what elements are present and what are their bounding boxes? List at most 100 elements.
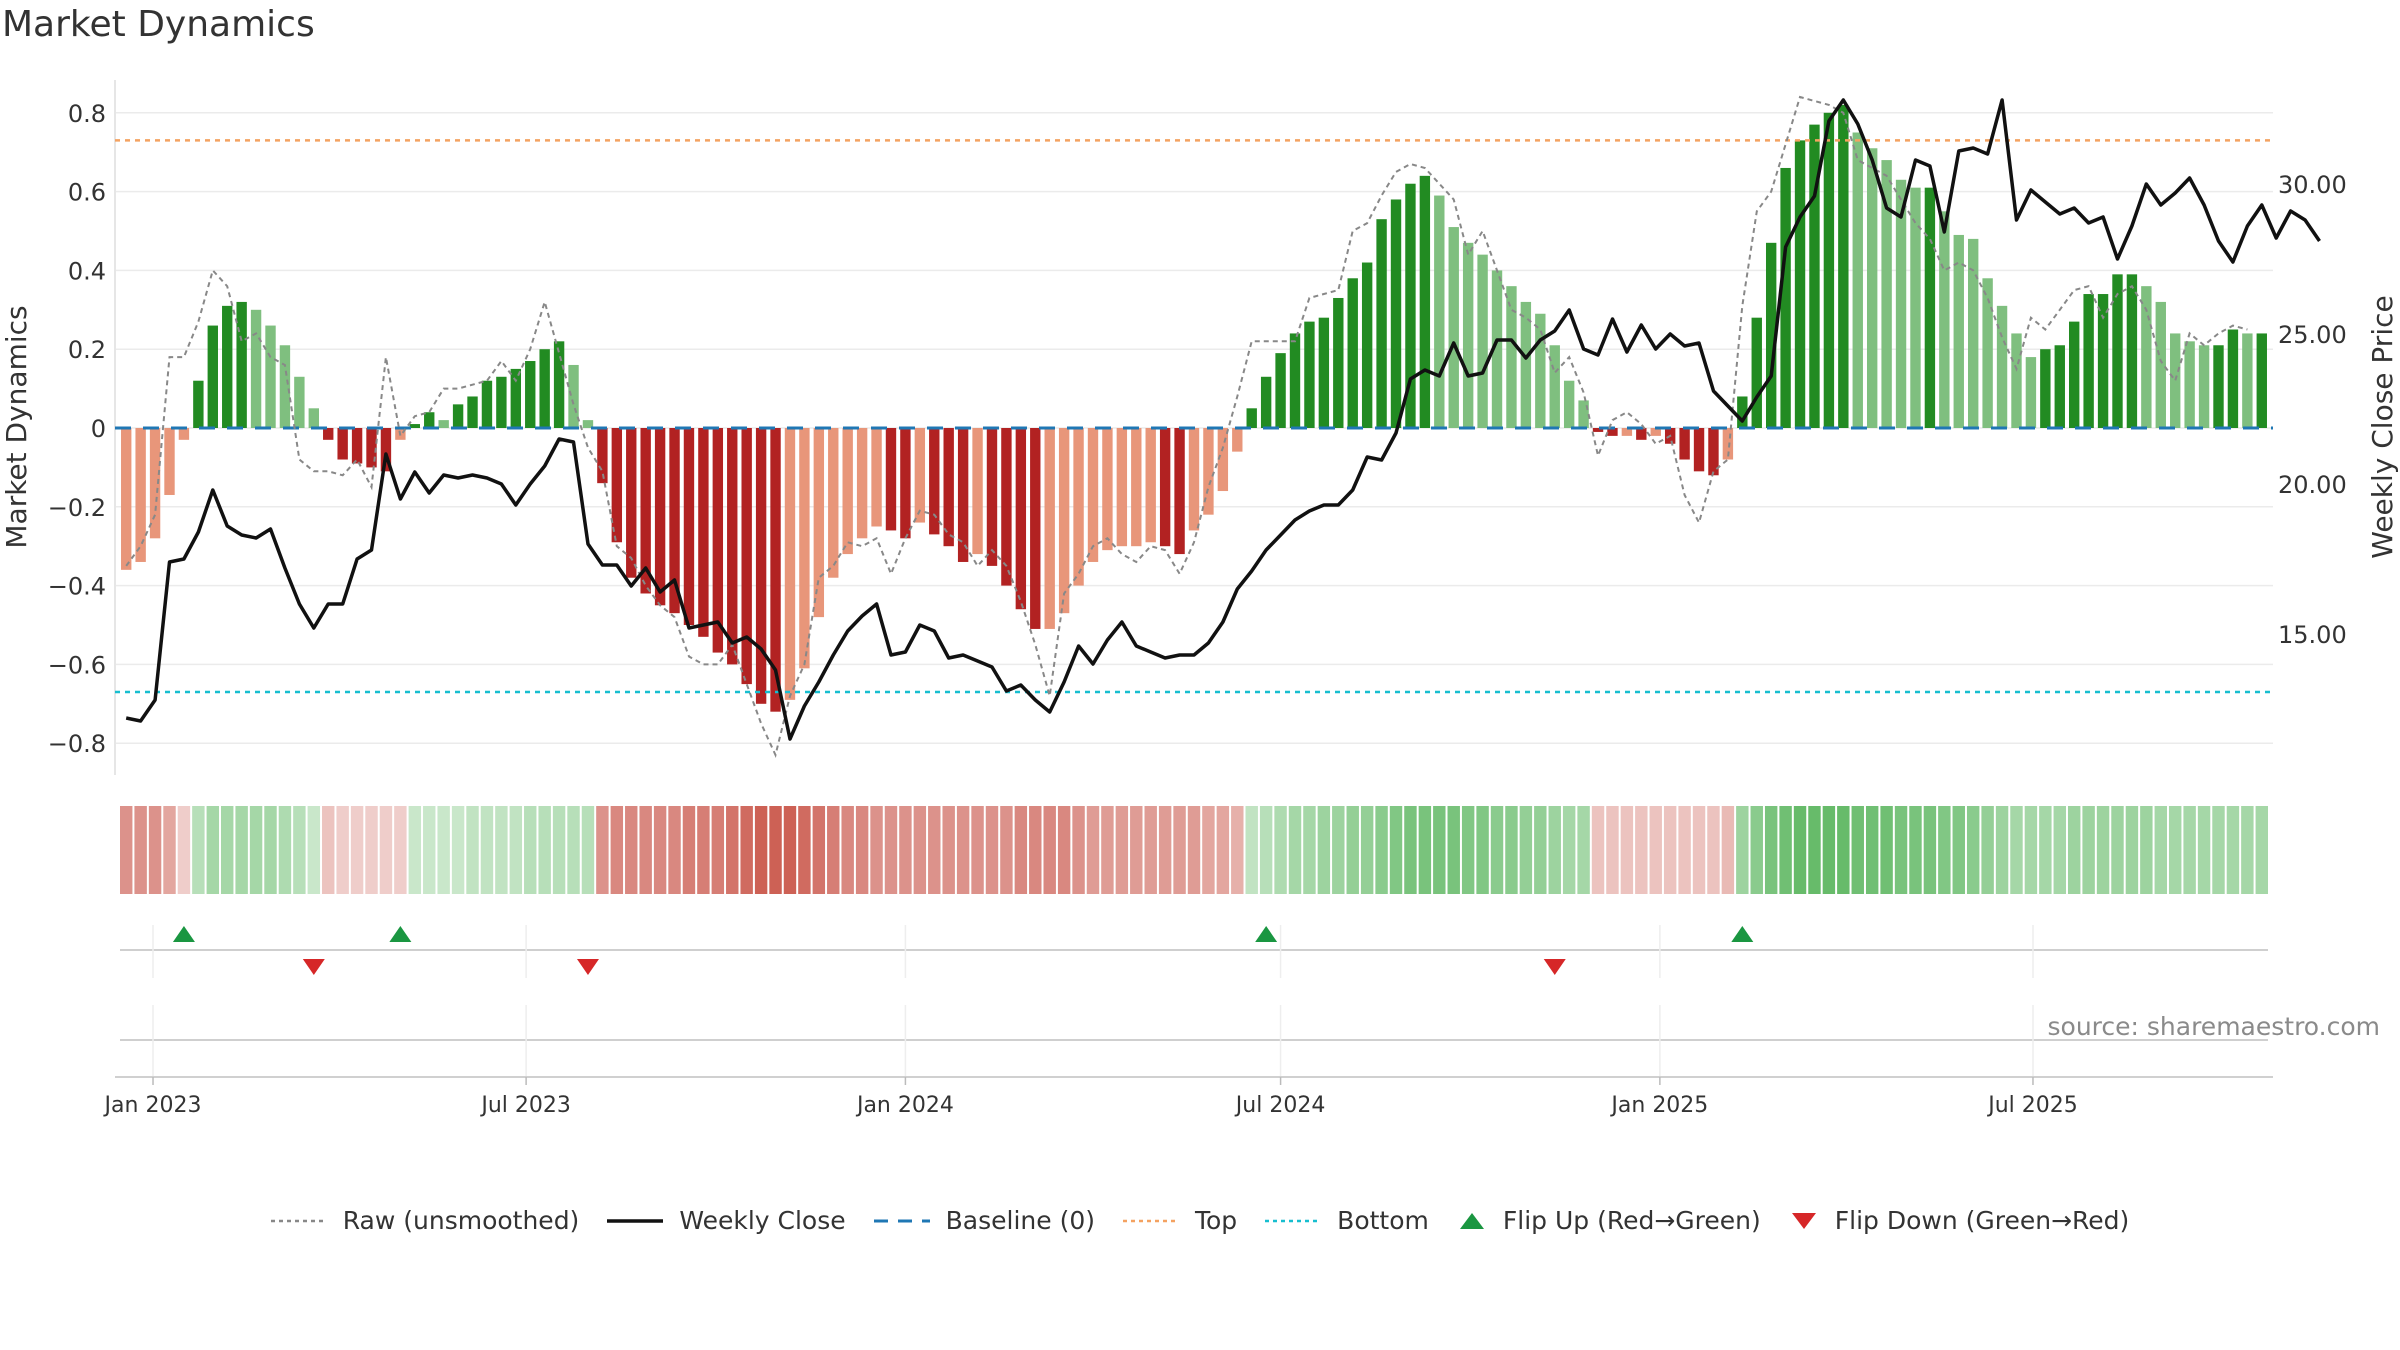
green-up-triangle-icon (1459, 1212, 1484, 1229)
legend-label-bottom: Bottom (1337, 1206, 1429, 1235)
regime-strip-cell (221, 806, 234, 894)
md-bar (943, 428, 954, 547)
dotted-grey-line-icon (270, 1219, 327, 1222)
regime-strip-cell (812, 806, 826, 894)
regime-strip-cell (1822, 806, 1836, 894)
md-bar (2155, 301, 2166, 428)
regime-strip-cell (1332, 806, 1345, 894)
regime-strip-cell (495, 806, 508, 894)
md-bar (1434, 195, 1445, 428)
regime-strip-cell (552, 806, 566, 894)
md-bar (1001, 428, 1012, 586)
md-bar (1823, 112, 1835, 429)
md-bar (1722, 428, 1734, 460)
x-tick-label: Jul 2023 (479, 1093, 571, 1118)
md-bar (294, 376, 305, 428)
md-bar (1636, 428, 1647, 440)
regime-strip-cell (1461, 806, 1475, 894)
md-bar (1448, 227, 1459, 428)
regime-strip-cell (1389, 806, 1403, 894)
y2-tick-label: 30.00 (2278, 171, 2347, 199)
md-bar (2069, 321, 2080, 428)
md-bar (1318, 317, 1330, 428)
regime-strip-cell (653, 806, 667, 894)
regime-strip-cell (985, 806, 999, 894)
x-tick-label: Jan 2023 (103, 1093, 202, 1118)
regime-strip-cell (1577, 806, 1590, 894)
legend-label-raw: Raw (unsmoothed) (342, 1206, 580, 1235)
md-bar (1073, 428, 1084, 586)
tick-labels: 0.8 0.6 0.4 0.2 0 −0.2 −0.4 −0.6 −0.8 30.00 25.00 2… (48, 100, 2347, 758)
md-bar (1549, 345, 1560, 428)
regime-strip-cell (1029, 806, 1042, 894)
regime-strip-cell (567, 806, 580, 894)
regime-strip-cell (177, 806, 191, 894)
md-bar (957, 428, 969, 562)
md-bar (1102, 428, 1113, 551)
md-bar (770, 428, 781, 712)
md-bar (611, 428, 623, 543)
regime-strip-cell (206, 806, 220, 894)
md-bar (986, 428, 998, 566)
regime-strip-cell (1476, 806, 1489, 894)
regime-strip-cell (1130, 806, 1143, 894)
md-bar (972, 428, 983, 555)
md-bar (1477, 254, 1488, 428)
md-bar (1217, 428, 1229, 492)
md-bar (1506, 286, 1517, 428)
regime-strip-cell (754, 806, 768, 894)
regime-strip-cell (1649, 806, 1662, 894)
md-bar (1145, 428, 1156, 543)
x-tick-label: Jan 2024 (855, 1093, 954, 1118)
md-bar (1260, 376, 1272, 428)
md-bar (2198, 345, 2210, 428)
md-bar (698, 428, 709, 637)
regime-strip-cell (1692, 806, 1706, 894)
regime-strip-cell (1938, 806, 1951, 894)
regime-strip-cell (639, 806, 652, 894)
red-down-triangle-icon (1791, 1212, 1816, 1229)
regime-strip-cell (2241, 806, 2254, 894)
dotted-cyan-line-icon (1265, 1219, 1322, 1222)
md-bar (597, 428, 608, 484)
md-bar (1232, 428, 1243, 452)
md-bar (1246, 408, 1257, 428)
regime-strip-cell (827, 806, 840, 894)
regime-strip-cell (682, 806, 696, 894)
regime-strip-cell (1000, 806, 1013, 894)
md-bar (178, 428, 190, 440)
y2-axis-label: Weekly Close Price (2366, 295, 2399, 558)
regime-strip-cell (1317, 806, 1331, 894)
regime-strip-cell (1519, 806, 1533, 894)
regime-strip-cell (278, 806, 292, 894)
regime-strip-cell (1187, 806, 1201, 894)
regime-strip-cell (2154, 806, 2167, 894)
md-bar (1996, 305, 2008, 428)
regime-strip-cell (2082, 806, 2095, 894)
regime-strip-cell (1173, 806, 1186, 894)
regime-strip-cell (1707, 806, 1720, 894)
regime-strip-cell (769, 806, 782, 894)
regime-strip-cell (1952, 806, 1965, 894)
md-bar (2011, 333, 2022, 428)
regime-strip-cell (2096, 806, 2110, 894)
y-tick-label: 0.8 (68, 100, 106, 128)
regime-strip-cell (120, 806, 133, 894)
md-bar (1809, 124, 1820, 429)
regime-strip-cell (2183, 806, 2196, 894)
md-bar (1044, 428, 1055, 629)
regime-strip-cell (163, 806, 176, 894)
md-bar (1679, 428, 1690, 460)
regime-strip-cell (697, 806, 710, 894)
regime-strip-cell (1880, 806, 1893, 894)
regime-strip-cell (596, 806, 609, 894)
md-bar (1174, 428, 1185, 555)
md-bar (1895, 179, 1907, 428)
md-bar (712, 428, 724, 653)
regime-strip-cell (192, 806, 205, 894)
regime-strip-cell (1043, 806, 1056, 894)
regime-strip-cell (2067, 806, 2081, 894)
chart-title: Market Dynamics (2, 4, 315, 45)
regime-strip-cell (1995, 806, 2009, 894)
md-bar (2170, 333, 2181, 428)
